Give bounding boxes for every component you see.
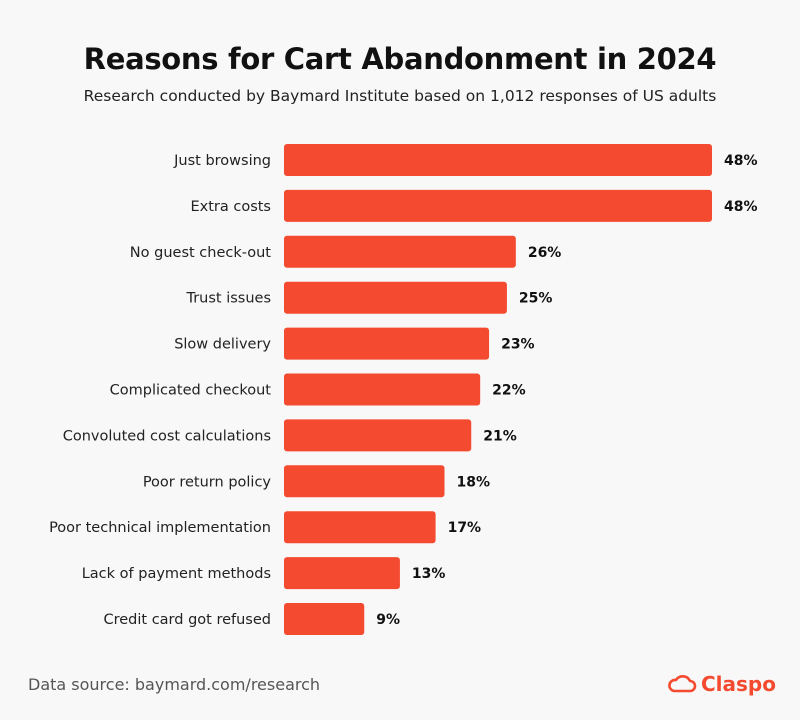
value-label: 48% [724, 199, 758, 215]
bar [284, 557, 400, 590]
bar [284, 419, 472, 452]
value-label: 23% [501, 337, 535, 353]
bar [284, 603, 365, 635]
bar [284, 281, 507, 314]
category-label: Poor return policy [143, 474, 272, 490]
bar [284, 235, 516, 268]
value-label: 21% [483, 428, 517, 444]
bar [284, 465, 445, 498]
category-label: Convoluted cost calculations [63, 428, 271, 444]
bar [284, 144, 712, 176]
category-label: Lack of payment methods [82, 566, 271, 582]
claspo-logo: Claspo [667, 672, 776, 696]
category-label: Credit card got refused [103, 612, 271, 628]
bar [284, 511, 436, 544]
category-label: Poor technical implementation [49, 520, 271, 536]
value-label: 48% [724, 153, 758, 169]
value-label: 17% [448, 520, 482, 536]
value-label: 18% [457, 474, 491, 490]
bar [284, 327, 490, 360]
category-label: Just browsing [173, 153, 271, 169]
category-label: No guest check-out [130, 245, 272, 261]
value-label: 13% [412, 566, 446, 582]
value-label: 9% [376, 612, 400, 628]
value-label: 22% [492, 383, 526, 399]
cloud-icon [668, 675, 697, 693]
category-label: Slow delivery [174, 337, 271, 353]
chart-subtitle: Research conducted by Baymard Institute … [83, 87, 717, 105]
category-label: Extra costs [190, 199, 271, 215]
data-source: Data source: baymard.com/research [28, 675, 321, 694]
bar [284, 373, 481, 406]
bar [284, 189, 712, 222]
value-label: 25% [519, 291, 553, 307]
chart-title: Reasons for Cart Abandonment in 2024 [83, 42, 717, 76]
value-label: 26% [528, 245, 562, 261]
logo-text: Claspo [701, 672, 776, 696]
category-label: Trust issues [185, 291, 271, 307]
category-label: Complicated checkout [110, 383, 272, 399]
